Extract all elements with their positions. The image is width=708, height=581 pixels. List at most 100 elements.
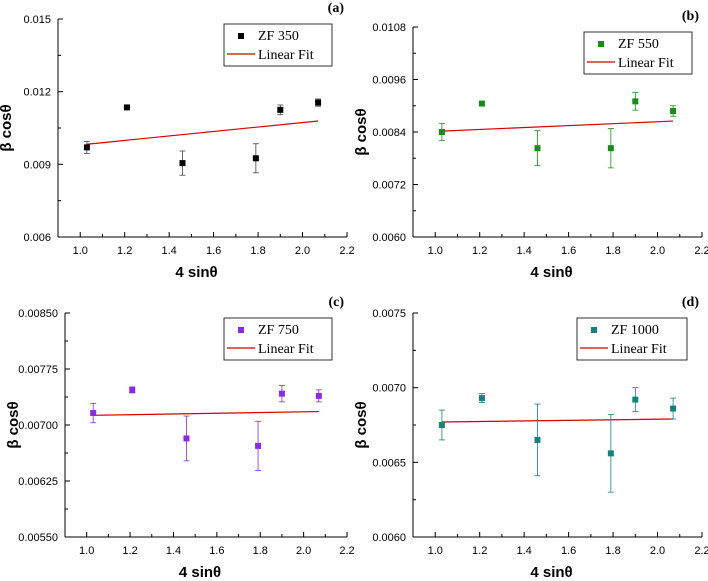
x-tick-label: 1.6 (209, 545, 224, 557)
legend-label: Linear Fit (611, 342, 667, 357)
legend-label: Linear Fit (618, 56, 674, 71)
legend-marker (598, 41, 604, 47)
x-tick-label: 1.6 (206, 245, 221, 257)
x-tick-label: 1.2 (472, 245, 487, 257)
x-tick-label: 1.6 (561, 545, 576, 557)
x-tick-label: 2.0 (650, 245, 665, 257)
data-point (255, 442, 262, 449)
y-tick-label: 0.0072 (372, 180, 406, 192)
data-point (315, 99, 322, 106)
x-tick-label: 1.6 (561, 245, 576, 257)
legend: ZF 550 Linear Fit (583, 31, 693, 75)
x-tick-label: 2.0 (296, 545, 311, 557)
panel-label: (a) (328, 1, 345, 16)
data-point (315, 392, 322, 399)
x-tick-label: 2.0 (650, 545, 665, 557)
panel-label: (d) (682, 295, 699, 310)
data-point (438, 422, 445, 428)
data-point (277, 106, 284, 113)
x-tick-label: 1.2 (472, 545, 487, 557)
data-point (534, 145, 541, 152)
x-tick-label: 1.8 (253, 545, 268, 557)
panel-label: (b) (682, 9, 699, 24)
data-point (632, 396, 639, 403)
x-tick-label: 1.0 (73, 245, 88, 257)
linear-fit-line (441, 120, 674, 132)
legend: ZF 750 Linear Fit (223, 317, 333, 361)
x-tick-label: 2.2 (339, 545, 354, 557)
panel-label: (c) (328, 295, 344, 310)
y-tick-label: 0.0060 (372, 232, 406, 244)
chart-panel-1: 1.0 1.2 1.4 1.6 1.8 2.0 2.2 0.006 0.009 0.012 0.01… (0, 1, 355, 281)
legend-label: ZF 1000 (611, 323, 659, 338)
chart-panel-2: 1.0 1.2 1.4 1.6 1.8 2.0 2.2 0.0060 0.0072 0.0084 0… (353, 9, 708, 281)
legend-marker (591, 327, 597, 333)
y-tick-label: 0.0108 (372, 22, 406, 34)
y-tick-label: 0.0084 (372, 127, 406, 139)
legend-marker (238, 327, 244, 333)
data-point (90, 410, 97, 417)
data-point (123, 104, 130, 111)
data-point (438, 129, 445, 135)
x-tick-label: 2.2 (339, 245, 354, 257)
data-point (670, 405, 677, 412)
x-tick-label: 1.8 (250, 245, 265, 257)
y-tick-label: 0.012 (23, 87, 51, 99)
x-tick-label: 2.2 (694, 545, 708, 557)
y-axis-title: β cosθ (0, 104, 15, 151)
y-tick-label: 0.015 (23, 14, 51, 26)
x-tick-label: 1.4 (517, 545, 532, 557)
legend: ZF 1000 Linear Fit (576, 317, 688, 361)
x-axis-title: 4 sinθ (530, 564, 572, 581)
x-tick-label: 1.4 (166, 545, 181, 557)
chart-panel-3: 1.0 1.2 1.4 1.6 1.8 2.0 2.2 0.00550 0.00625 0.007… (5, 295, 355, 581)
x-axis-title: 4 sinθ (530, 264, 572, 281)
data-point (252, 155, 259, 162)
x-tick-label: 2.2 (694, 245, 708, 257)
x-tick-label: 2.0 (295, 245, 310, 257)
y-tick-label: 0.00625 (18, 476, 58, 488)
x-tick-label: 1.2 (122, 545, 137, 557)
legend-label: ZF 750 (258, 323, 299, 338)
y-tick-label: 0.0075 (372, 308, 406, 320)
legend-box (223, 317, 333, 361)
y-tick-label: 0.0070 (372, 383, 406, 395)
y-tick-label: 0.0065 (372, 457, 406, 469)
y-tick-label: 0.0096 (372, 75, 406, 87)
x-tick-label: 1.0 (428, 545, 443, 557)
x-axis-title: 4 sinθ (175, 264, 217, 281)
data-point (534, 436, 541, 443)
y-tick-label: 0.00700 (18, 420, 58, 432)
legend-label: Linear Fit (258, 48, 314, 63)
y-axis-title: β cosθ (5, 401, 22, 448)
y-tick-label: 0.0060 (372, 532, 406, 544)
data-point (183, 435, 190, 442)
x-tick-label: 1.8 (605, 245, 620, 257)
x-tick-label: 1.4 (517, 245, 532, 257)
x-tick-label: 1.4 (162, 245, 177, 257)
data-point (129, 386, 136, 393)
y-tick-label: 0.006 (23, 232, 51, 244)
legend: ZF 350 Linear Fit (223, 23, 333, 67)
linear-fit-line (93, 410, 319, 416)
data-point (607, 450, 614, 457)
legend-box (223, 23, 333, 67)
x-axis-title: 4 sinθ (179, 564, 221, 581)
chart-panel-4: 1.0 1.2 1.4 1.6 1.8 2.0 2.2 0.0060 0.0065 0.0070 0… (353, 295, 708, 581)
legend-box (576, 317, 688, 361)
data-point (607, 145, 614, 152)
y-tick-label: 0.00775 (18, 364, 58, 376)
data-point (83, 144, 90, 151)
legend-box (583, 31, 693, 75)
data-point (632, 98, 639, 105)
x-tick-label: 1.2 (117, 245, 132, 257)
data-point (478, 100, 485, 107)
legend-marker (238, 33, 244, 39)
legend-label: ZF 550 (618, 37, 659, 52)
linear-fit-line (86, 120, 319, 145)
y-tick-label: 0.00550 (18, 532, 58, 544)
x-tick-label: 1.0 (428, 245, 443, 257)
legend-label: Linear Fit (258, 342, 314, 357)
y-tick-label: 0.009 (23, 159, 51, 171)
